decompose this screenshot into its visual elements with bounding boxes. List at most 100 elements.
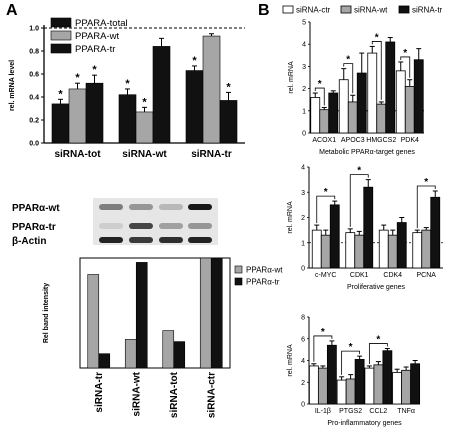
blot-band bbox=[129, 223, 153, 229]
legend-label: PPARA-wt bbox=[75, 31, 120, 42]
significance-star: * bbox=[424, 177, 428, 188]
bar bbox=[162, 330, 175, 369]
bar bbox=[219, 100, 238, 144]
bar bbox=[430, 196, 441, 269]
panel-letter-a: A bbox=[6, 2, 18, 19]
significance-star: * bbox=[349, 342, 353, 353]
category-label: APOC3 bbox=[341, 137, 365, 144]
y-tick-label: 4 bbox=[301, 358, 305, 365]
bar bbox=[87, 274, 100, 369]
bar bbox=[199, 257, 212, 369]
bar bbox=[185, 70, 204, 144]
blot-label: β-Actin bbox=[12, 236, 46, 247]
y-tick-label: 2 bbox=[302, 86, 306, 93]
significance-bracket bbox=[371, 41, 382, 100]
chart-a-top: 0.0 0.2 0.4 0.6 0.8 1.0 rel. mRNA level siRNA-t… bbox=[9, 17, 245, 160]
significance-bracket bbox=[400, 56, 411, 78]
bar bbox=[329, 204, 340, 269]
y-tick-label: 1.0 bbox=[29, 26, 39, 33]
category-label: PCNA bbox=[417, 272, 437, 279]
bar bbox=[124, 339, 137, 369]
y-tick-label: 0.2 bbox=[29, 118, 39, 125]
chart-b-metabolic: 0 1 2 3 4 5 rel. mRNA ACOX1 APOC3 HMGCS2 PDK4 * * * * M… bbox=[282, 5, 443, 156]
y-tick-label: 0 bbox=[301, 402, 305, 409]
panel-letter-b: B bbox=[258, 2, 270, 19]
bar bbox=[319, 109, 330, 134]
category-label: CCL2 bbox=[369, 408, 387, 415]
y-tick-label: 1 bbox=[302, 108, 306, 115]
category-label: siRNA-wt bbox=[131, 371, 142, 416]
bar bbox=[210, 257, 223, 369]
category-label: siRNA-tr bbox=[191, 149, 232, 160]
bar bbox=[396, 222, 407, 269]
legend-label: PPARα-tr bbox=[246, 278, 280, 287]
y-tick-label: 0.0 bbox=[29, 141, 39, 148]
significance-bracket bbox=[349, 174, 369, 227]
significance-star: * bbox=[403, 48, 407, 59]
legend-swatch bbox=[50, 43, 72, 54]
legend-label: siRNA-wt bbox=[354, 6, 388, 15]
significance-bracket bbox=[368, 343, 388, 364]
bar bbox=[308, 365, 319, 405]
y-tick-label: 2 bbox=[301, 215, 305, 222]
bar bbox=[345, 378, 356, 405]
legend-swatch bbox=[234, 277, 243, 286]
significance-bracket bbox=[416, 185, 436, 229]
blot-band bbox=[159, 204, 183, 210]
bar bbox=[364, 367, 375, 405]
y-tick-label: 0 bbox=[302, 131, 306, 138]
blot-label: PPARα-wt bbox=[12, 203, 60, 214]
category-label: ACOX1 bbox=[312, 137, 336, 144]
blot-label: PPARα-tr bbox=[12, 222, 56, 233]
bar bbox=[135, 111, 154, 144]
chart-title: Pro-inflammatory genes bbox=[327, 420, 402, 427]
bar bbox=[401, 369, 412, 405]
legend-label: siRNA-tr bbox=[412, 6, 443, 15]
significance-bracket bbox=[316, 195, 336, 224]
significance-star: * bbox=[346, 55, 350, 66]
legend-swatch bbox=[340, 5, 352, 14]
bar bbox=[354, 234, 365, 269]
y-tick-label: 8 bbox=[301, 315, 305, 322]
bar bbox=[378, 229, 389, 269]
bar bbox=[336, 379, 347, 405]
legend-swatch bbox=[398, 5, 410, 14]
legend-swatch bbox=[234, 265, 243, 274]
bar bbox=[328, 92, 339, 134]
category-label: c-MYC bbox=[315, 272, 336, 279]
bar bbox=[385, 41, 396, 134]
blot-band bbox=[99, 204, 123, 210]
y-axis-label: Rel band intensity bbox=[43, 283, 50, 343]
category-label: siRNA-tot bbox=[169, 371, 180, 418]
bar bbox=[85, 82, 104, 144]
bar bbox=[413, 59, 424, 134]
significance-bracket bbox=[341, 350, 361, 375]
significance-star: * bbox=[192, 55, 197, 67]
category-label: IL-1β bbox=[315, 408, 331, 415]
y-axis-label: rel. mRNA bbox=[287, 201, 294, 234]
category-label: CDK1 bbox=[350, 272, 369, 279]
bar bbox=[135, 262, 148, 369]
blot-band bbox=[129, 204, 153, 210]
category-label: siRNA-tr bbox=[94, 372, 105, 413]
y-tick-label: 6 bbox=[301, 336, 305, 343]
bar bbox=[68, 88, 87, 144]
bar bbox=[98, 353, 111, 369]
y-tick-label: 0.4 bbox=[29, 95, 39, 102]
significance-star: * bbox=[357, 166, 361, 177]
blot-band bbox=[188, 204, 212, 210]
bar bbox=[363, 186, 374, 269]
y-tick-label: 4 bbox=[301, 165, 305, 172]
significance-star: * bbox=[125, 78, 130, 90]
category-label: siRNA-wt bbox=[122, 149, 167, 160]
bar bbox=[367, 52, 378, 134]
category-label: PTGS2 bbox=[339, 408, 362, 415]
legend-swatch bbox=[282, 5, 294, 14]
bar bbox=[412, 232, 423, 269]
category-label: CDK4 bbox=[383, 272, 402, 279]
category-label: siRNA-ctr bbox=[206, 372, 217, 418]
bar bbox=[326, 344, 337, 405]
blot-band bbox=[159, 237, 183, 243]
y-tick-label: 0 bbox=[301, 266, 305, 273]
